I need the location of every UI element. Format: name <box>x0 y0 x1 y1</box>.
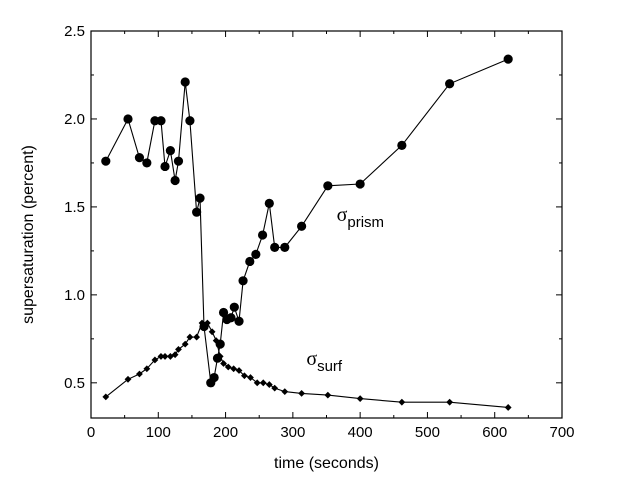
point-prism <box>397 140 407 150</box>
point-prism <box>173 156 184 166</box>
point-surf <box>216 353 224 360</box>
point-surf <box>171 351 179 359</box>
y-axis-title: supersaturation (percent) <box>20 145 37 324</box>
x-tick-label: 400 <box>348 424 373 441</box>
point-surf <box>324 391 332 399</box>
point-surf <box>298 389 306 397</box>
point-prism <box>445 79 455 89</box>
point-surf <box>265 381 273 388</box>
point-surf <box>224 363 232 371</box>
point-surf <box>281 388 289 396</box>
point-surf <box>271 384 279 392</box>
point-prism <box>238 276 248 286</box>
point-prism <box>297 221 307 231</box>
x-tick-label: 700 <box>549 424 574 441</box>
point-prism <box>270 242 280 252</box>
x-tick-label: 300 <box>280 424 305 441</box>
x-tick-label: 0 <box>87 424 95 441</box>
point-surf <box>181 340 189 348</box>
point-surf <box>143 365 151 373</box>
point-surf <box>230 365 238 373</box>
point-prism <box>165 146 175 156</box>
point-prism <box>245 256 255 267</box>
x-tick-label: 100 <box>146 424 171 441</box>
point-surf <box>186 333 194 341</box>
point-surf <box>136 370 143 378</box>
point-surf <box>504 404 512 411</box>
point-surf <box>102 393 110 401</box>
x-tick-label: 500 <box>415 424 440 441</box>
point-surf <box>208 328 216 336</box>
annotation-subscript: prism <box>347 214 384 231</box>
point-prism <box>170 175 180 186</box>
point-prism <box>229 302 239 312</box>
point-surf <box>259 379 267 387</box>
axes-layer <box>90 30 563 419</box>
y-tick-label: 0.5 <box>64 375 85 392</box>
y-tick-label: 2.5 <box>64 23 85 40</box>
point-surf <box>212 337 220 344</box>
point-surf <box>247 374 254 381</box>
point-surf <box>161 353 169 360</box>
point-prism <box>101 156 111 166</box>
point-prism <box>251 249 261 260</box>
point-surf <box>193 333 201 341</box>
x-tick-label: 200 <box>213 424 238 441</box>
point-prism <box>226 313 236 323</box>
x-axis-title: time (seconds) <box>274 455 379 472</box>
series-annotation-prism: σprism <box>337 204 384 231</box>
point-prism <box>195 193 205 203</box>
point-prism <box>192 207 202 217</box>
y-tick-label: 1.0 <box>64 287 85 304</box>
point-surf <box>157 353 165 360</box>
point-prism <box>257 230 268 240</box>
point-prism <box>134 153 145 163</box>
point-prism <box>234 316 244 326</box>
point-surf <box>356 395 364 403</box>
point-prism <box>355 179 365 189</box>
series-annotation-surf: σsurf <box>306 348 343 375</box>
point-prism <box>503 54 513 64</box>
point-surf <box>166 353 174 360</box>
annotation-symbol: σ <box>337 204 348 226</box>
point-surf <box>220 360 227 367</box>
point-prism <box>123 114 133 124</box>
point-prism <box>160 161 170 172</box>
point-surf <box>204 319 211 327</box>
point-surf <box>198 319 206 327</box>
point-prism <box>209 372 219 383</box>
point-surf <box>241 372 248 380</box>
x-tick-label: 600 <box>482 424 507 441</box>
point-surf <box>446 398 454 406</box>
series-line-prism <box>105 58 509 385</box>
point-surf <box>175 345 182 353</box>
point-prism <box>180 77 190 87</box>
point-surf <box>124 375 132 383</box>
labels-layer: 0 100 200 300 400 500 600 7000.51.01.52.02.5σpr… <box>64 23 574 441</box>
point-surf <box>151 356 159 364</box>
point-surf <box>235 367 243 374</box>
point-surf <box>253 379 261 387</box>
point-prism <box>185 116 195 126</box>
point-prism <box>218 307 229 318</box>
annotation-subscript: surf <box>317 358 343 375</box>
point-prism <box>142 158 152 168</box>
markers-layer <box>101 54 513 411</box>
point-prism <box>323 181 333 191</box>
point-prism <box>156 116 166 126</box>
point-prism <box>264 198 274 208</box>
point-surf <box>398 398 406 406</box>
y-tick-label: 2.0 <box>64 111 85 128</box>
annotation-symbol: σ <box>306 348 317 370</box>
point-prism <box>280 242 290 252</box>
y-tick-label: 1.5 <box>64 199 85 216</box>
